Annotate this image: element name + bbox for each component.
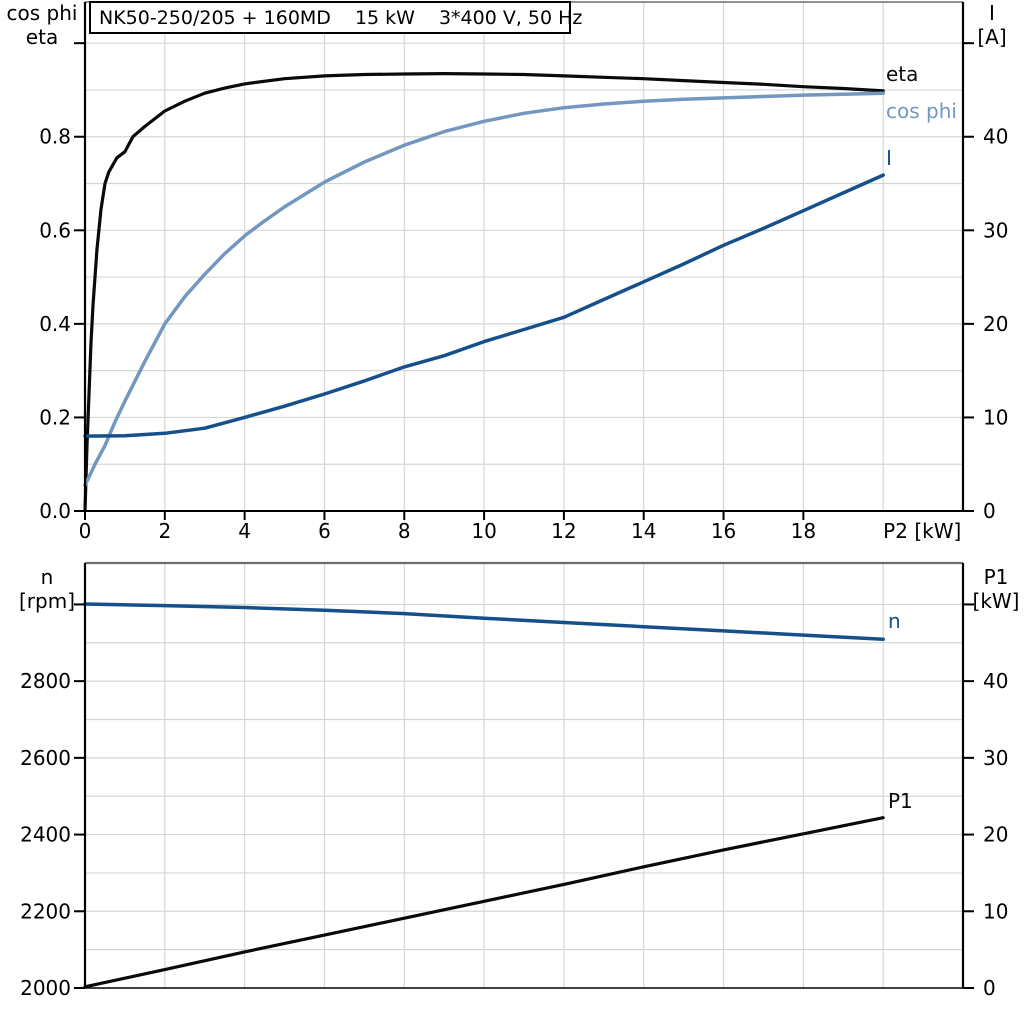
left-tick-label: 2600	[20, 746, 71, 770]
left-axis-title: eta	[26, 25, 58, 49]
left-tick-label: 0.8	[39, 125, 71, 149]
right-tick-label: 40	[983, 669, 1008, 693]
right-axis-title: [kW]	[973, 589, 1020, 613]
chart-title-box: NK50-250/205 + 160MD 15 kW 3*400 V, 50 H…	[89, 1, 582, 34]
x-tick-label: 12	[551, 519, 576, 543]
left-tick-label: 0.6	[39, 218, 71, 242]
right-tick-label: 20	[983, 312, 1008, 336]
left-axis-title: [rpm]	[19, 589, 75, 613]
curve-label-p1: P1	[888, 789, 913, 813]
motor-power: 15 kW	[354, 6, 415, 29]
x-tick-label: 4	[238, 519, 251, 543]
x-tick-label: 18	[791, 519, 816, 543]
curve-label-cos-phi: cos phi	[886, 99, 957, 123]
left-tick-label: 2000	[20, 976, 71, 1000]
right-tick-label: 0	[983, 499, 996, 523]
supply-rating: 3*400 V, 50 Hz	[438, 6, 583, 29]
right-tick-label: 0	[983, 976, 996, 1000]
x-axis-title: P2 [kW]	[883, 519, 961, 543]
curve-label-eta: eta	[886, 62, 918, 86]
right-tick-label: 20	[983, 823, 1008, 847]
right-tick-label: 40	[983, 125, 1008, 149]
series-current-curve	[83, 173, 885, 438]
right-tick-label: 10	[983, 405, 1008, 429]
left-axis-title: n	[41, 565, 54, 589]
right-axis-title: [A]	[977, 25, 1006, 49]
series-speed-curve	[83, 602, 885, 642]
x-tick-label: 16	[711, 519, 736, 543]
x-tick-label: 6	[318, 519, 331, 543]
left-tick-label: 0.2	[39, 405, 71, 429]
x-tick-label: 8	[398, 519, 411, 543]
right-tick-label: 30	[983, 746, 1008, 770]
right-tick-label: 30	[983, 218, 1008, 242]
curve-label-speed: n	[888, 609, 901, 633]
right-axis-title: I	[989, 1, 995, 25]
left-tick-label: 2200	[20, 899, 71, 923]
right-axis-title: P1	[984, 565, 1009, 589]
x-tick-label: 14	[631, 519, 656, 543]
x-tick-label: 10	[471, 519, 496, 543]
x-tick-label: 0	[79, 519, 92, 543]
left-tick-label: 0.0	[39, 499, 71, 523]
left-tick-label: 2800	[20, 669, 71, 693]
left-axis-title: cos phi	[7, 1, 78, 25]
right-tick-label: 10	[983, 899, 1008, 923]
series-eta-curve	[83, 71, 885, 513]
series-p1-curve	[83, 816, 885, 989]
x-tick-label: 2	[158, 519, 171, 543]
left-tick-label: 0.4	[39, 312, 71, 336]
series-cos-phi-curve	[83, 91, 885, 488]
left-tick-label: 2400	[20, 823, 71, 847]
curve-label-current: I	[886, 146, 892, 170]
pump-name: NK50-250/205 + 160MD	[99, 6, 331, 29]
